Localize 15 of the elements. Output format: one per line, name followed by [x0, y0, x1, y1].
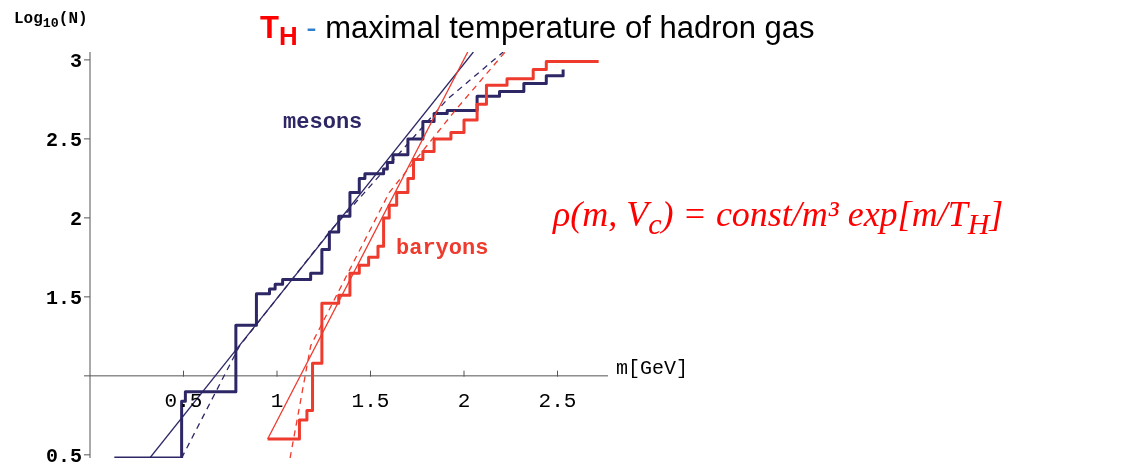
- y-axis-title: Log$_{10}$(N): [14, 10, 88, 32]
- x-tick-label: 1: [270, 389, 284, 413]
- y-tick-label: 2: [69, 207, 82, 231]
- x-tick-label: 1.5: [351, 389, 390, 413]
- y-tick-label: 2.5: [45, 128, 82, 152]
- x-axis-title: m[GeV]: [616, 356, 689, 380]
- y-tick-label: 1.5: [45, 286, 82, 310]
- y-tick-label: 3: [69, 50, 82, 73]
- series-label: baryons: [395, 236, 489, 262]
- chart-title: T$_{H}$ - maximal temperature of hadron gas: [260, 10, 815, 51]
- series-label: mesons: [283, 109, 363, 135]
- x-tick-label: 2: [457, 389, 471, 413]
- annotation: ρ(m, V$_{c}$) = const/m³ exp[m/T$_{H}$]: [553, 194, 1004, 241]
- y-tick-label: 0.5: [45, 444, 82, 466]
- x-tick-label: 2.5: [538, 389, 577, 413]
